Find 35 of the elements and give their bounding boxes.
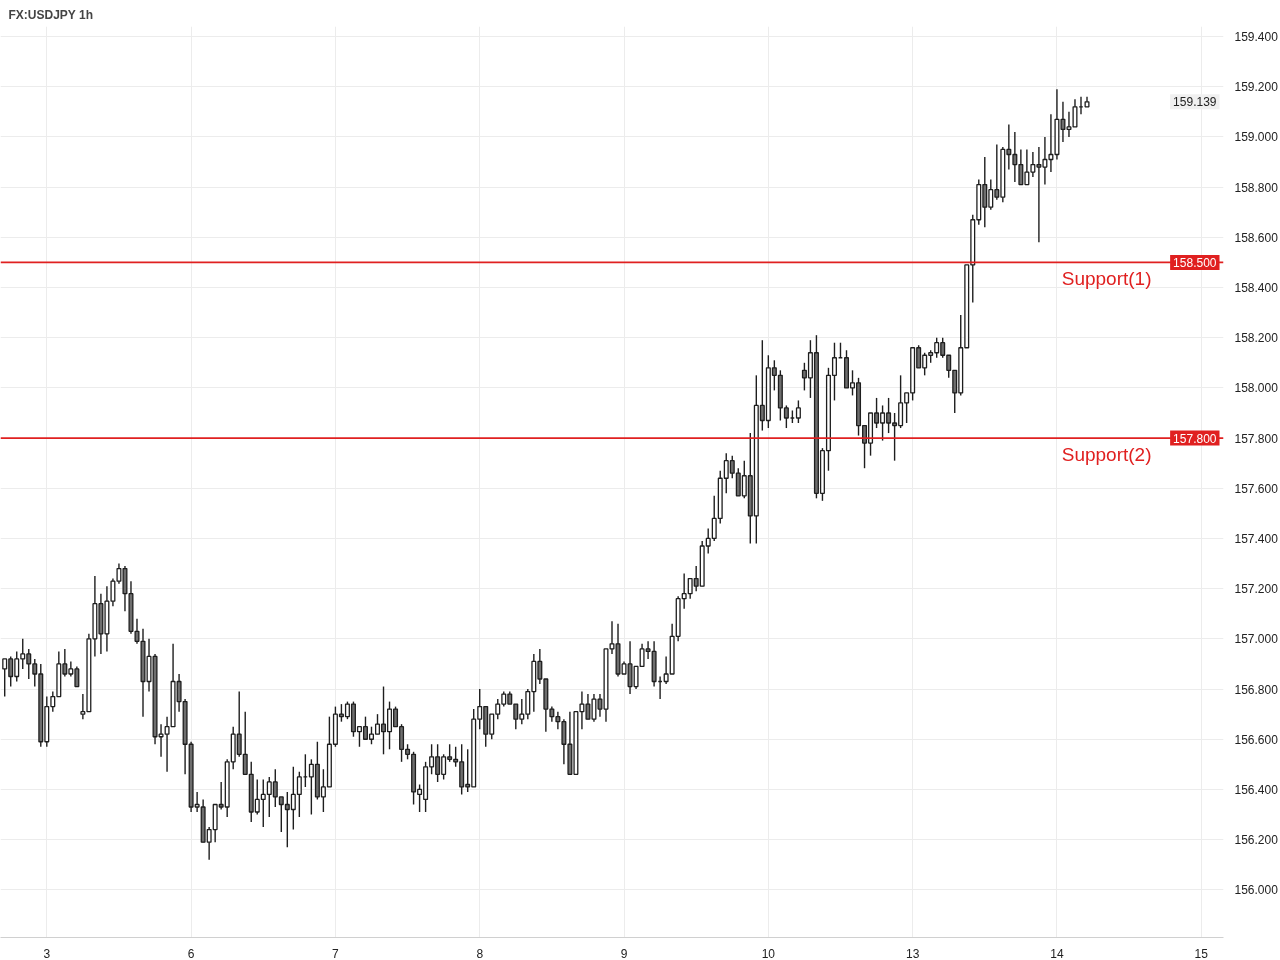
x-tick-label: 10 <box>761 946 776 960</box>
candlestick <box>681 572 687 610</box>
y-tick-label: 157.600 <box>1234 481 1279 496</box>
x-tick-label: 7 <box>332 946 340 960</box>
annotation: 158.500 <box>1173 255 1217 270</box>
x-tick-label: 13 <box>905 946 920 960</box>
y-tick-label: 158.800 <box>1234 180 1279 195</box>
y-tick-label: 159.000 <box>1234 130 1279 145</box>
y-tick-label: 156.800 <box>1234 682 1279 697</box>
ref-line-label: Support(1) <box>1061 268 1152 290</box>
ref-line-label: Support(2) <box>1061 444 1152 466</box>
x-tick-label: 8 <box>476 946 484 960</box>
y-tick-label: 157.400 <box>1234 531 1279 546</box>
y-tick-label: 157.200 <box>1234 582 1279 597</box>
y-tick-label: 158.000 <box>1234 381 1279 396</box>
y-tick-label: 159.400 <box>1234 30 1279 45</box>
candlestick <box>795 399 801 424</box>
annotation: 159.139 <box>1173 95 1217 110</box>
x-tick-label: 9 <box>620 946 628 960</box>
y-tick-label: 159.200 <box>1234 80 1279 95</box>
y-tick-label: 156.200 <box>1234 833 1279 848</box>
y-tick-label: 156.400 <box>1234 782 1279 797</box>
x-tick-label: 6 <box>187 946 195 960</box>
y-tick-label: 158.200 <box>1234 331 1279 346</box>
y-tick-label: 156.600 <box>1234 732 1279 747</box>
y-tick-label: 156.000 <box>1234 883 1279 898</box>
x-tick-label: 15 <box>1194 946 1209 960</box>
y-tick-label: 157.800 <box>1234 431 1279 446</box>
y-tick-label: 158.600 <box>1234 230 1279 245</box>
chart-title: FX:USDJPY 1h <box>8 7 93 22</box>
annotation: 157.800 <box>1173 431 1217 446</box>
x-tick-label: 14 <box>1050 946 1064 960</box>
x-tick-label: 3 <box>43 946 51 960</box>
y-tick-label: 157.000 <box>1234 632 1279 647</box>
y-tick-label: 158.400 <box>1234 281 1279 295</box>
